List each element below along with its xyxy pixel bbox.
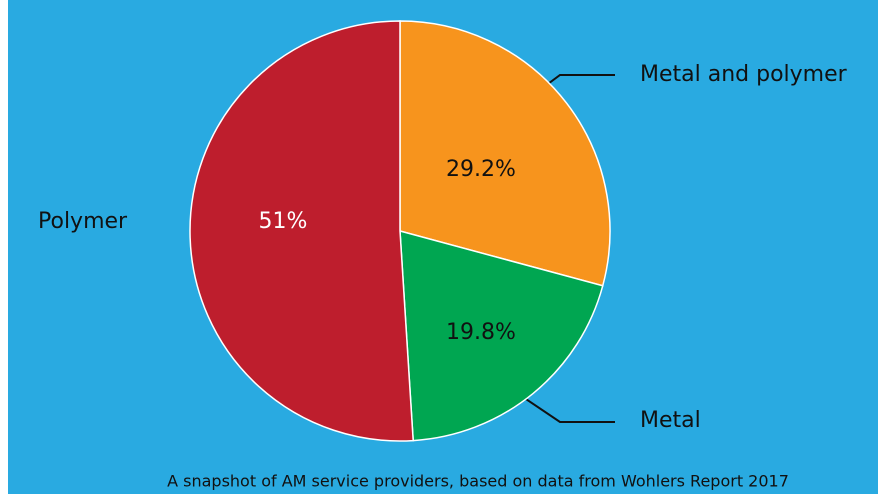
pie-slice (399, 230, 604, 442)
pie-slice (399, 20, 611, 287)
value-label: 19.8% (446, 320, 516, 345)
legend-label: Metal and polymer (640, 62, 848, 87)
legend-label: Metal (640, 408, 701, 433)
pie-slice (189, 20, 414, 442)
value-label: 29.2% (446, 157, 516, 182)
legend-label: Polymer (38, 209, 128, 234)
caption: A snapshot of AM service providers, base… (167, 472, 789, 491)
value-label: 51% (259, 209, 308, 234)
